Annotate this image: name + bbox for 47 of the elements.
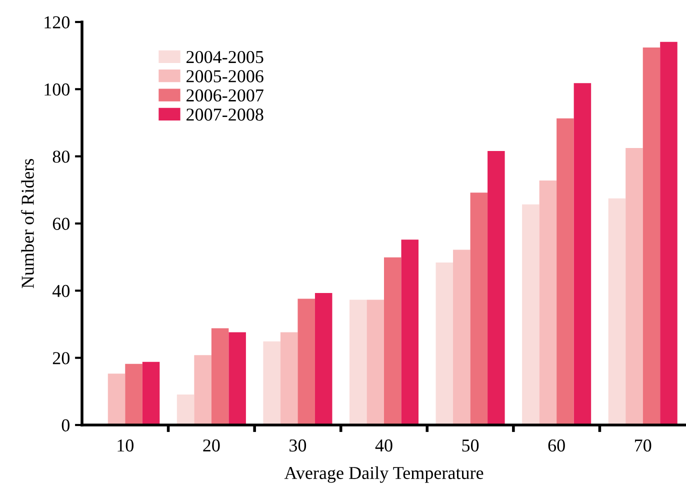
legend-label: 2007-2008 <box>186 108 264 121</box>
bar <box>642 48 660 425</box>
y-tick-label: 20 <box>52 352 70 364</box>
bar <box>470 192 488 425</box>
bar <box>194 355 212 425</box>
x-axis-title: Average Daily Temperature <box>284 466 484 483</box>
bar <box>366 300 384 425</box>
bar <box>608 198 626 425</box>
bar <box>349 300 367 425</box>
x-tick-label: 30 <box>290 439 306 452</box>
bar <box>280 332 298 425</box>
y-tick-label: 120 <box>44 16 70 28</box>
y-tick-label: 40 <box>52 284 70 298</box>
y-tick-label: 100 <box>44 83 70 96</box>
y-tick-label: 60 <box>52 218 70 230</box>
bar <box>314 293 332 425</box>
x-tick-label: 10 <box>118 439 134 452</box>
y-tick-label: 0 <box>62 419 70 432</box>
x-tick-label: 70 <box>635 439 652 452</box>
bar <box>263 341 280 425</box>
bar <box>660 42 678 425</box>
bar <box>384 257 402 425</box>
legend-label: 2006-2007 <box>186 89 264 102</box>
bar <box>556 118 574 425</box>
x-tick-label: 60 <box>548 439 565 452</box>
legend-label: 2004-2005 <box>186 50 264 64</box>
bar <box>228 332 246 425</box>
bar <box>211 328 229 425</box>
bar <box>125 364 142 425</box>
bar <box>298 298 315 425</box>
bar <box>453 250 470 425</box>
x-tick-label: 20 <box>203 439 220 452</box>
x-tick-label: 50 <box>462 439 479 452</box>
bar <box>142 362 160 425</box>
bar <box>401 240 419 425</box>
x-tick-label: 40 <box>375 439 392 452</box>
bar <box>539 180 557 425</box>
bar <box>176 394 194 425</box>
bar <box>626 148 643 425</box>
bar <box>522 204 540 425</box>
bar <box>488 150 505 425</box>
bar <box>436 262 454 425</box>
y-tick-label: 80 <box>52 150 70 163</box>
legend-label: 2005-2006 <box>186 70 264 82</box>
y-axis-title: Number of Riders <box>21 158 34 288</box>
bar <box>108 374 126 425</box>
bar <box>574 83 592 425</box>
